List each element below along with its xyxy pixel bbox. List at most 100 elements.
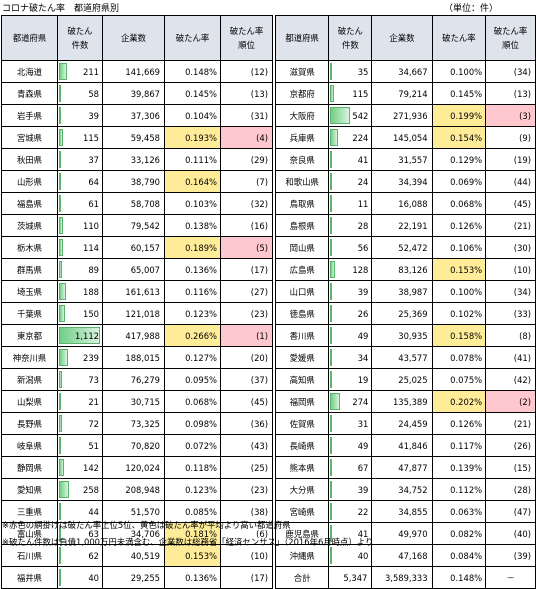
pref-name: 茨城県 — [1, 214, 58, 237]
rate-rank: (33) — [485, 302, 536, 325]
table-row: 青森県 58 39,867 0.145% (13) — [1, 82, 273, 105]
company-count: 34,752 — [371, 478, 433, 501]
bankruptcy-count: 89 — [88, 264, 99, 275]
table-row: 愛媛県 34 43,577 0.078% (41) — [274, 346, 536, 369]
bankruptcy-count: 56 — [357, 242, 369, 253]
footnote-highlight: ※赤色の網掛けは破たん率上位5位、黄色は破たん率が平均より高い都道府県 — [2, 520, 291, 530]
bankruptcy-count-cell: 35 — [328, 60, 373, 83]
count-data-bar — [330, 415, 333, 432]
company-count: 79,214 — [371, 82, 433, 105]
bankruptcy-count-cell: 542 — [328, 104, 373, 127]
company-count: 47,877 — [371, 456, 433, 479]
bankruptcy-rate: 0.126% — [431, 214, 487, 237]
count-data-bar — [59, 481, 69, 498]
company-count: 25,369 — [371, 302, 433, 325]
table-row: 福岡県 274 135,389 0.202% (2) — [274, 390, 536, 413]
rate-rank: (47) — [485, 500, 536, 523]
rate-rank: (44) — [485, 170, 536, 193]
rate-rank: (3) — [485, 104, 536, 127]
rate-rank: (34) — [485, 280, 536, 303]
count-data-bar — [330, 349, 333, 366]
bankruptcy-count-cell: 239 — [57, 346, 103, 369]
company-count: 25,025 — [371, 368, 433, 391]
bankruptcy-count: 39 — [357, 484, 369, 495]
bankruptcy-count: 49 — [357, 440, 369, 451]
bankruptcy-rate: 0.103% — [164, 192, 221, 215]
count-data-bar — [330, 217, 333, 234]
pref-name: 福井県 — [1, 566, 58, 589]
rate-rank: (42) — [485, 368, 536, 391]
count-data-bar — [330, 129, 339, 146]
count-data-bar — [59, 283, 66, 300]
rate-rank: (23) — [220, 302, 273, 325]
company-count: 34,855 — [371, 500, 433, 523]
company-count: 60,157 — [102, 236, 165, 259]
count-data-bar — [59, 195, 61, 212]
bankruptcy-rate: 0.106% — [431, 236, 487, 259]
bankruptcy-count: 188 — [83, 286, 99, 297]
rate-rank: (17) — [220, 566, 273, 589]
pref-name: 長崎県 — [274, 434, 330, 457]
bankruptcy-rate: 0.104% — [164, 104, 221, 127]
pref-name: 山形県 — [1, 170, 58, 193]
bankruptcy-rate: 0.266% — [164, 324, 221, 347]
bankruptcy-count: 21 — [88, 396, 99, 407]
company-count: 30,715 — [102, 390, 165, 413]
bankruptcy-rate: 0.145% — [431, 82, 487, 105]
bankruptcy-count-cell: 128 — [328, 258, 373, 281]
bankruptcy-rate: 0.116% — [164, 280, 221, 303]
count-data-bar — [330, 459, 333, 476]
bankruptcy-count-cell: 39 — [57, 104, 103, 127]
bankruptcy-rate: 0.164% — [164, 170, 221, 193]
bankruptcy-count-cell: 49 — [328, 434, 373, 457]
bankruptcy-count: 24 — [357, 176, 369, 187]
bankruptcy-count-cell: 67 — [328, 456, 373, 479]
header-rank: 破たん率 順位 — [485, 15, 536, 61]
header-rate: 破たん率 — [431, 15, 487, 61]
bankruptcy-rate: 0.153% — [431, 258, 487, 281]
company-count: 29,255 — [102, 566, 165, 589]
header-rate: 破たん率 — [164, 15, 221, 61]
bankruptcy-count: 41 — [357, 154, 369, 165]
table-row: 山梨県 21 30,715 0.068% (45) — [1, 390, 273, 413]
count-data-bar — [59, 85, 61, 102]
pref-name: 愛知県 — [1, 478, 58, 501]
company-count: 120,024 — [102, 456, 165, 479]
header-count: 破たん 件数 — [57, 15, 103, 61]
pref-name: 奈良県 — [274, 148, 330, 171]
bankruptcy-rate: 0.123% — [164, 302, 221, 325]
bankruptcy-count: 35 — [357, 66, 369, 77]
pref-name: 大阪府 — [274, 104, 330, 127]
rate-rank: (32) — [220, 192, 273, 215]
pref-name: 大分県 — [274, 478, 330, 501]
rate-rank: (37) — [220, 368, 273, 391]
pref-name: 埼玉県 — [1, 280, 58, 303]
table-row: 東京都 1,112 417,988 0.266% (1) — [1, 324, 273, 347]
bankruptcy-rate: 0.098% — [164, 412, 221, 435]
bankruptcy-count: 142 — [83, 462, 99, 473]
count-data-bar — [330, 283, 333, 300]
company-count: 43,577 — [371, 346, 433, 369]
bankruptcy-count-cell: 37 — [57, 148, 103, 171]
pref-name: 山梨県 — [1, 390, 58, 413]
pref-name: 山口県 — [274, 280, 330, 303]
table-header-row: 都道府県 破たん 件数 企業数 破たん率 破たん率 順位 — [274, 15, 536, 61]
pref-name: 新潟県 — [1, 368, 58, 391]
bankruptcy-count: 72 — [88, 418, 99, 429]
pref-name: 兵庫県 — [274, 126, 330, 149]
rate-rank: (21) — [485, 412, 536, 435]
bankruptcy-count: 49 — [357, 330, 369, 341]
company-count: 417,988 — [102, 324, 165, 347]
company-count: 76,279 — [102, 368, 165, 391]
pref-name: 秋田県 — [1, 148, 58, 171]
bankruptcy-rate: 0.127% — [164, 346, 221, 369]
pref-name: 岩手県 — [1, 104, 58, 127]
bankruptcy-rate: 0.136% — [164, 566, 221, 589]
bankruptcy-count-cell: 110 — [57, 214, 103, 237]
table-row: 埼玉県 188 161,613 0.116% (27) — [1, 280, 273, 303]
count-data-bar — [330, 63, 333, 80]
rate-rank: (45) — [220, 390, 273, 413]
bankruptcy-rate: 0.199% — [431, 104, 487, 127]
table-row: 島根県 28 22,191 0.126% (21) — [274, 214, 536, 237]
company-count: 73,325 — [102, 412, 165, 435]
